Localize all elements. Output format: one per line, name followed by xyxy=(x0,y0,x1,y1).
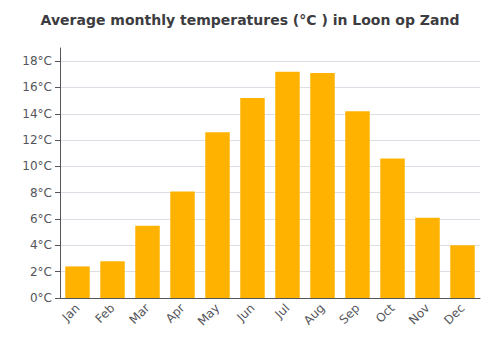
svg-text:Average monthly temperatures (: Average monthly temperatures (°C ) in Lo… xyxy=(41,12,460,28)
svg-text:18°C: 18°C xyxy=(22,54,52,68)
svg-text:Dec: Dec xyxy=(441,301,467,327)
svg-text:Aug: Aug xyxy=(301,301,327,327)
svg-text:Mar: Mar xyxy=(127,301,153,327)
svg-text:0°C: 0°C xyxy=(30,291,52,305)
svg-text:Jan: Jan xyxy=(59,301,83,325)
svg-text:Jun: Jun xyxy=(234,301,258,325)
svg-text:2°C: 2°C xyxy=(30,265,52,279)
svg-text:6°C: 6°C xyxy=(30,212,52,226)
svg-text:May: May xyxy=(195,301,222,328)
svg-text:8°C: 8°C xyxy=(30,186,52,200)
svg-text:Sep: Sep xyxy=(337,301,363,327)
svg-text:Jul: Jul xyxy=(272,301,293,322)
svg-text:10°C: 10°C xyxy=(22,159,52,173)
svg-text:Apr: Apr xyxy=(163,301,188,326)
svg-text:14°C: 14°C xyxy=(22,107,52,121)
svg-text:4°C: 4°C xyxy=(30,238,52,252)
svg-text:Feb: Feb xyxy=(93,301,118,326)
svg-text:Oct: Oct xyxy=(373,301,398,326)
svg-text:16°C: 16°C xyxy=(22,80,52,94)
svg-text:12°C: 12°C xyxy=(22,133,52,147)
svg-text:Nov: Nov xyxy=(406,301,432,327)
